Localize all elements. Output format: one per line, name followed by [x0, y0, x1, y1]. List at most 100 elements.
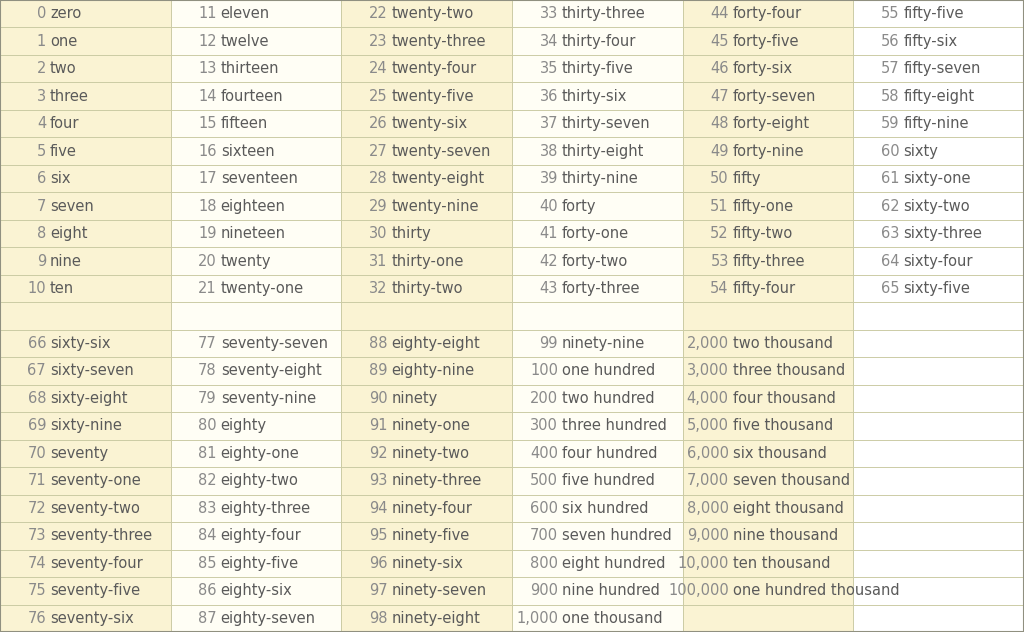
Bar — [171, 605, 341, 632]
Text: 36: 36 — [540, 88, 558, 104]
Text: eight: eight — [50, 226, 88, 241]
Bar — [341, 605, 512, 632]
Bar — [0, 467, 171, 495]
Bar — [853, 605, 1024, 632]
Bar — [853, 192, 1024, 220]
Text: 9,000: 9,000 — [687, 528, 729, 544]
Text: five: five — [50, 143, 77, 159]
Bar — [0, 577, 171, 605]
Text: forty-nine: forty-nine — [733, 143, 804, 159]
Bar — [341, 0, 512, 27]
Text: eighty-three: eighty-three — [221, 501, 311, 516]
Text: 33: 33 — [540, 6, 558, 21]
Text: 84: 84 — [199, 528, 217, 544]
Text: 24: 24 — [369, 61, 387, 76]
Text: 70: 70 — [28, 446, 46, 461]
Text: eighteen: eighteen — [221, 198, 286, 214]
Text: 27: 27 — [369, 143, 387, 159]
Text: fifty-eight: fifty-eight — [903, 88, 975, 104]
Text: forty-three: forty-three — [562, 281, 641, 296]
Text: 300: 300 — [530, 418, 558, 434]
Text: eleven: eleven — [221, 6, 270, 21]
Text: seventeen: seventeen — [221, 171, 298, 186]
Text: six thousand: six thousand — [733, 446, 826, 461]
Bar — [512, 220, 683, 247]
Bar — [683, 495, 853, 522]
Bar — [341, 137, 512, 165]
Text: 75: 75 — [28, 583, 46, 599]
Text: two: two — [50, 61, 77, 76]
Text: 5,000: 5,000 — [687, 418, 729, 434]
Text: 900: 900 — [530, 583, 558, 599]
Bar — [683, 110, 853, 137]
Text: seventy-three: seventy-three — [50, 528, 153, 544]
Text: 96: 96 — [369, 556, 387, 571]
Text: 65: 65 — [881, 281, 899, 296]
Text: fifteen: fifteen — [221, 116, 268, 131]
Text: 83: 83 — [199, 501, 217, 516]
Bar — [0, 550, 171, 577]
Text: forty: forty — [562, 198, 597, 214]
Text: 90: 90 — [369, 391, 387, 406]
Bar — [683, 275, 853, 302]
Text: eighty-eight: eighty-eight — [391, 336, 480, 351]
Text: 55: 55 — [881, 6, 899, 21]
Text: ninety-one: ninety-one — [391, 418, 470, 434]
Bar — [512, 577, 683, 605]
Text: 43: 43 — [540, 281, 558, 296]
Text: 1: 1 — [37, 33, 46, 49]
Bar — [683, 247, 853, 275]
Text: nineteen: nineteen — [221, 226, 286, 241]
Bar — [683, 385, 853, 412]
Text: sixty-one: sixty-one — [903, 171, 971, 186]
Bar — [171, 82, 341, 110]
Text: two hundred: two hundred — [562, 391, 654, 406]
Text: 72: 72 — [28, 501, 46, 516]
Bar — [171, 165, 341, 192]
Text: nine: nine — [50, 253, 82, 269]
Text: 31: 31 — [369, 253, 387, 269]
Text: 700: 700 — [530, 528, 558, 544]
Bar — [512, 55, 683, 82]
Bar — [512, 137, 683, 165]
Text: 200: 200 — [530, 391, 558, 406]
Bar — [341, 165, 512, 192]
Bar — [853, 330, 1024, 357]
Text: 48: 48 — [711, 116, 729, 131]
Text: 500: 500 — [530, 473, 558, 489]
Bar — [512, 412, 683, 440]
Text: 58: 58 — [881, 88, 899, 104]
Bar — [171, 27, 341, 55]
Text: eighty-one: eighty-one — [221, 446, 299, 461]
Bar — [683, 137, 853, 165]
Text: five thousand: five thousand — [733, 418, 833, 434]
Text: 98: 98 — [369, 611, 387, 626]
Text: 26: 26 — [369, 116, 387, 131]
Text: seventy-four: seventy-four — [50, 556, 142, 571]
Text: 52: 52 — [710, 226, 729, 241]
Text: forty-one: forty-one — [562, 226, 629, 241]
Text: 40: 40 — [540, 198, 558, 214]
Text: eighty-two: eighty-two — [221, 473, 299, 489]
Text: 76: 76 — [28, 611, 46, 626]
Text: forty-four: forty-four — [733, 6, 802, 21]
Text: 80: 80 — [198, 418, 217, 434]
Bar — [512, 165, 683, 192]
Bar — [171, 412, 341, 440]
Text: fifty-five: fifty-five — [903, 6, 964, 21]
Text: eight hundred: eight hundred — [562, 556, 666, 571]
Bar — [853, 220, 1024, 247]
Bar — [683, 0, 853, 27]
Text: 10: 10 — [28, 281, 46, 296]
Text: 800: 800 — [530, 556, 558, 571]
Bar — [0, 302, 171, 330]
Text: seventy: seventy — [50, 446, 109, 461]
Text: ninety-nine: ninety-nine — [562, 336, 645, 351]
Text: one hundred: one hundred — [562, 363, 655, 379]
Text: 44: 44 — [711, 6, 729, 21]
Text: 97: 97 — [369, 583, 387, 599]
Bar — [171, 495, 341, 522]
Text: twenty-three: twenty-three — [391, 33, 486, 49]
Text: ninety-four: ninety-four — [391, 501, 472, 516]
Text: twenty-five: twenty-five — [391, 88, 474, 104]
